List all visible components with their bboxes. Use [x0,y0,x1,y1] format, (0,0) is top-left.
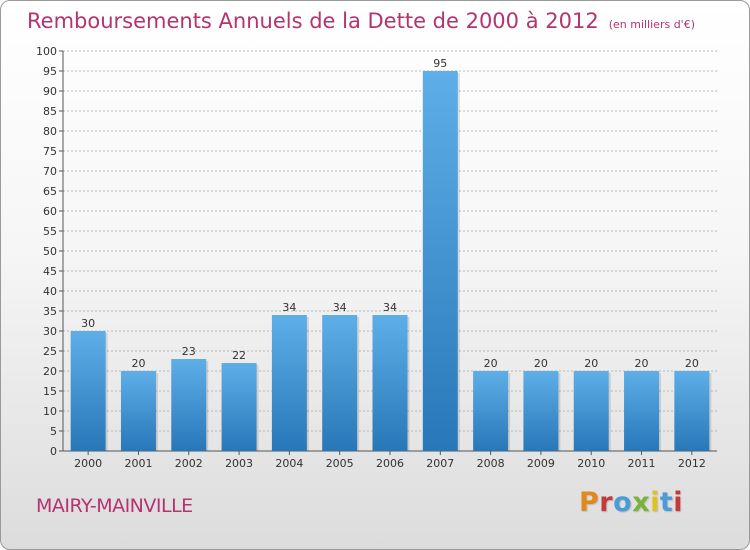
data-label: 20 [484,357,498,370]
y-tick-label: 60 [43,205,57,218]
logo-letter: i [673,487,684,518]
bar [372,315,408,451]
y-tick-label: 70 [43,165,57,178]
x-tick-label: 2012 [678,457,706,470]
data-label: 34 [383,301,397,314]
y-tick-label: 90 [43,85,57,98]
y-tick-label: 15 [43,385,57,398]
x-tick-label: 2006 [376,457,404,470]
data-label: 34 [282,301,296,314]
y-tick-label: 20 [43,365,57,378]
x-tick-label: 2007 [426,457,454,470]
bar [473,371,509,451]
data-label: 20 [131,357,145,370]
bars [70,71,712,451]
bar-shadow [357,317,360,451]
bar [70,331,106,451]
y-tick-label: 45 [43,265,57,278]
x-tick-label: 2003 [225,457,253,470]
x-tick-label: 2002 [175,457,203,470]
data-label: 23 [182,345,196,358]
y-tick-label: 50 [43,245,57,258]
data-label: 20 [635,357,649,370]
x-tick-label: 2004 [275,457,303,470]
x-tick-label: 2000 [74,457,102,470]
x-tick-label: 2005 [326,457,354,470]
logo-letter: t [659,487,674,518]
bar-shadow [608,373,611,451]
data-label: 30 [81,317,95,330]
bar-shadow [457,73,460,451]
bar [674,371,710,451]
bar [624,371,660,451]
y-tick-label: 100 [36,45,57,58]
labels: 0 5 10 15 20 25 30 35 40 45 50 55 60 65 70 75 80 85 90 95 10… [36,45,706,470]
bar [120,371,156,451]
chart-title: Remboursements Annuels de la Dette de 20… [27,9,695,33]
data-label: 20 [584,357,598,370]
y-tick-label: 10 [43,405,57,418]
x-tick-label: 2008 [477,457,505,470]
data-label: 34 [333,301,347,314]
bar-shadow [709,373,712,451]
bar-shadow [206,361,209,451]
bar-shadow [558,373,561,451]
y-tick-label: 75 [43,145,57,158]
data-label: 22 [232,349,246,362]
bar-shadow [306,317,309,451]
x-tick-label: 2009 [527,457,555,470]
y-tick-label: 25 [43,345,57,358]
y-tick-label: 30 [43,325,57,338]
x-tick-label: 2001 [124,457,152,470]
logo-letter: P [579,487,600,518]
x-tick-label: 2010 [577,457,605,470]
bar [221,363,257,451]
bar-shadow [155,373,158,451]
y-tick-label: 5 [50,425,57,438]
logo-letter: r [599,487,614,518]
data-label: 20 [685,357,699,370]
y-tick-label: 40 [43,285,57,298]
bar-shadow [407,317,410,451]
y-tick-label: 80 [43,125,57,138]
bar [322,315,358,451]
chart-title-text: Remboursements Annuels de la Dette de 20… [27,9,599,33]
y-tick-label: 85 [43,105,57,118]
chart-unit: (en milliers d'€) [608,18,695,31]
y-tick-label: 0 [50,445,57,458]
bar-shadow [508,373,511,451]
bar-shadow [256,365,259,451]
proxiti-logo[interactable]: Proxiti [579,487,683,518]
bar [573,371,609,451]
data-label: 20 [534,357,548,370]
bar [422,71,458,451]
bar [523,371,559,451]
y-tick-label: 65 [43,185,57,198]
x-tick-label: 2011 [628,457,656,470]
y-tick-label: 55 [43,225,57,238]
logo-letter: i [650,487,660,518]
logo-letter: o [613,487,633,518]
bar [271,315,307,451]
bar-shadow [659,373,662,451]
y-tick-label: 95 [43,65,57,78]
bar [171,359,207,451]
data-label: 95 [433,57,447,70]
y-tick-label: 35 [43,305,57,318]
logo-letter: x [632,487,651,518]
bar-shadow [105,333,108,451]
commune-name: MAIRY-MAINVILLE [36,495,193,517]
